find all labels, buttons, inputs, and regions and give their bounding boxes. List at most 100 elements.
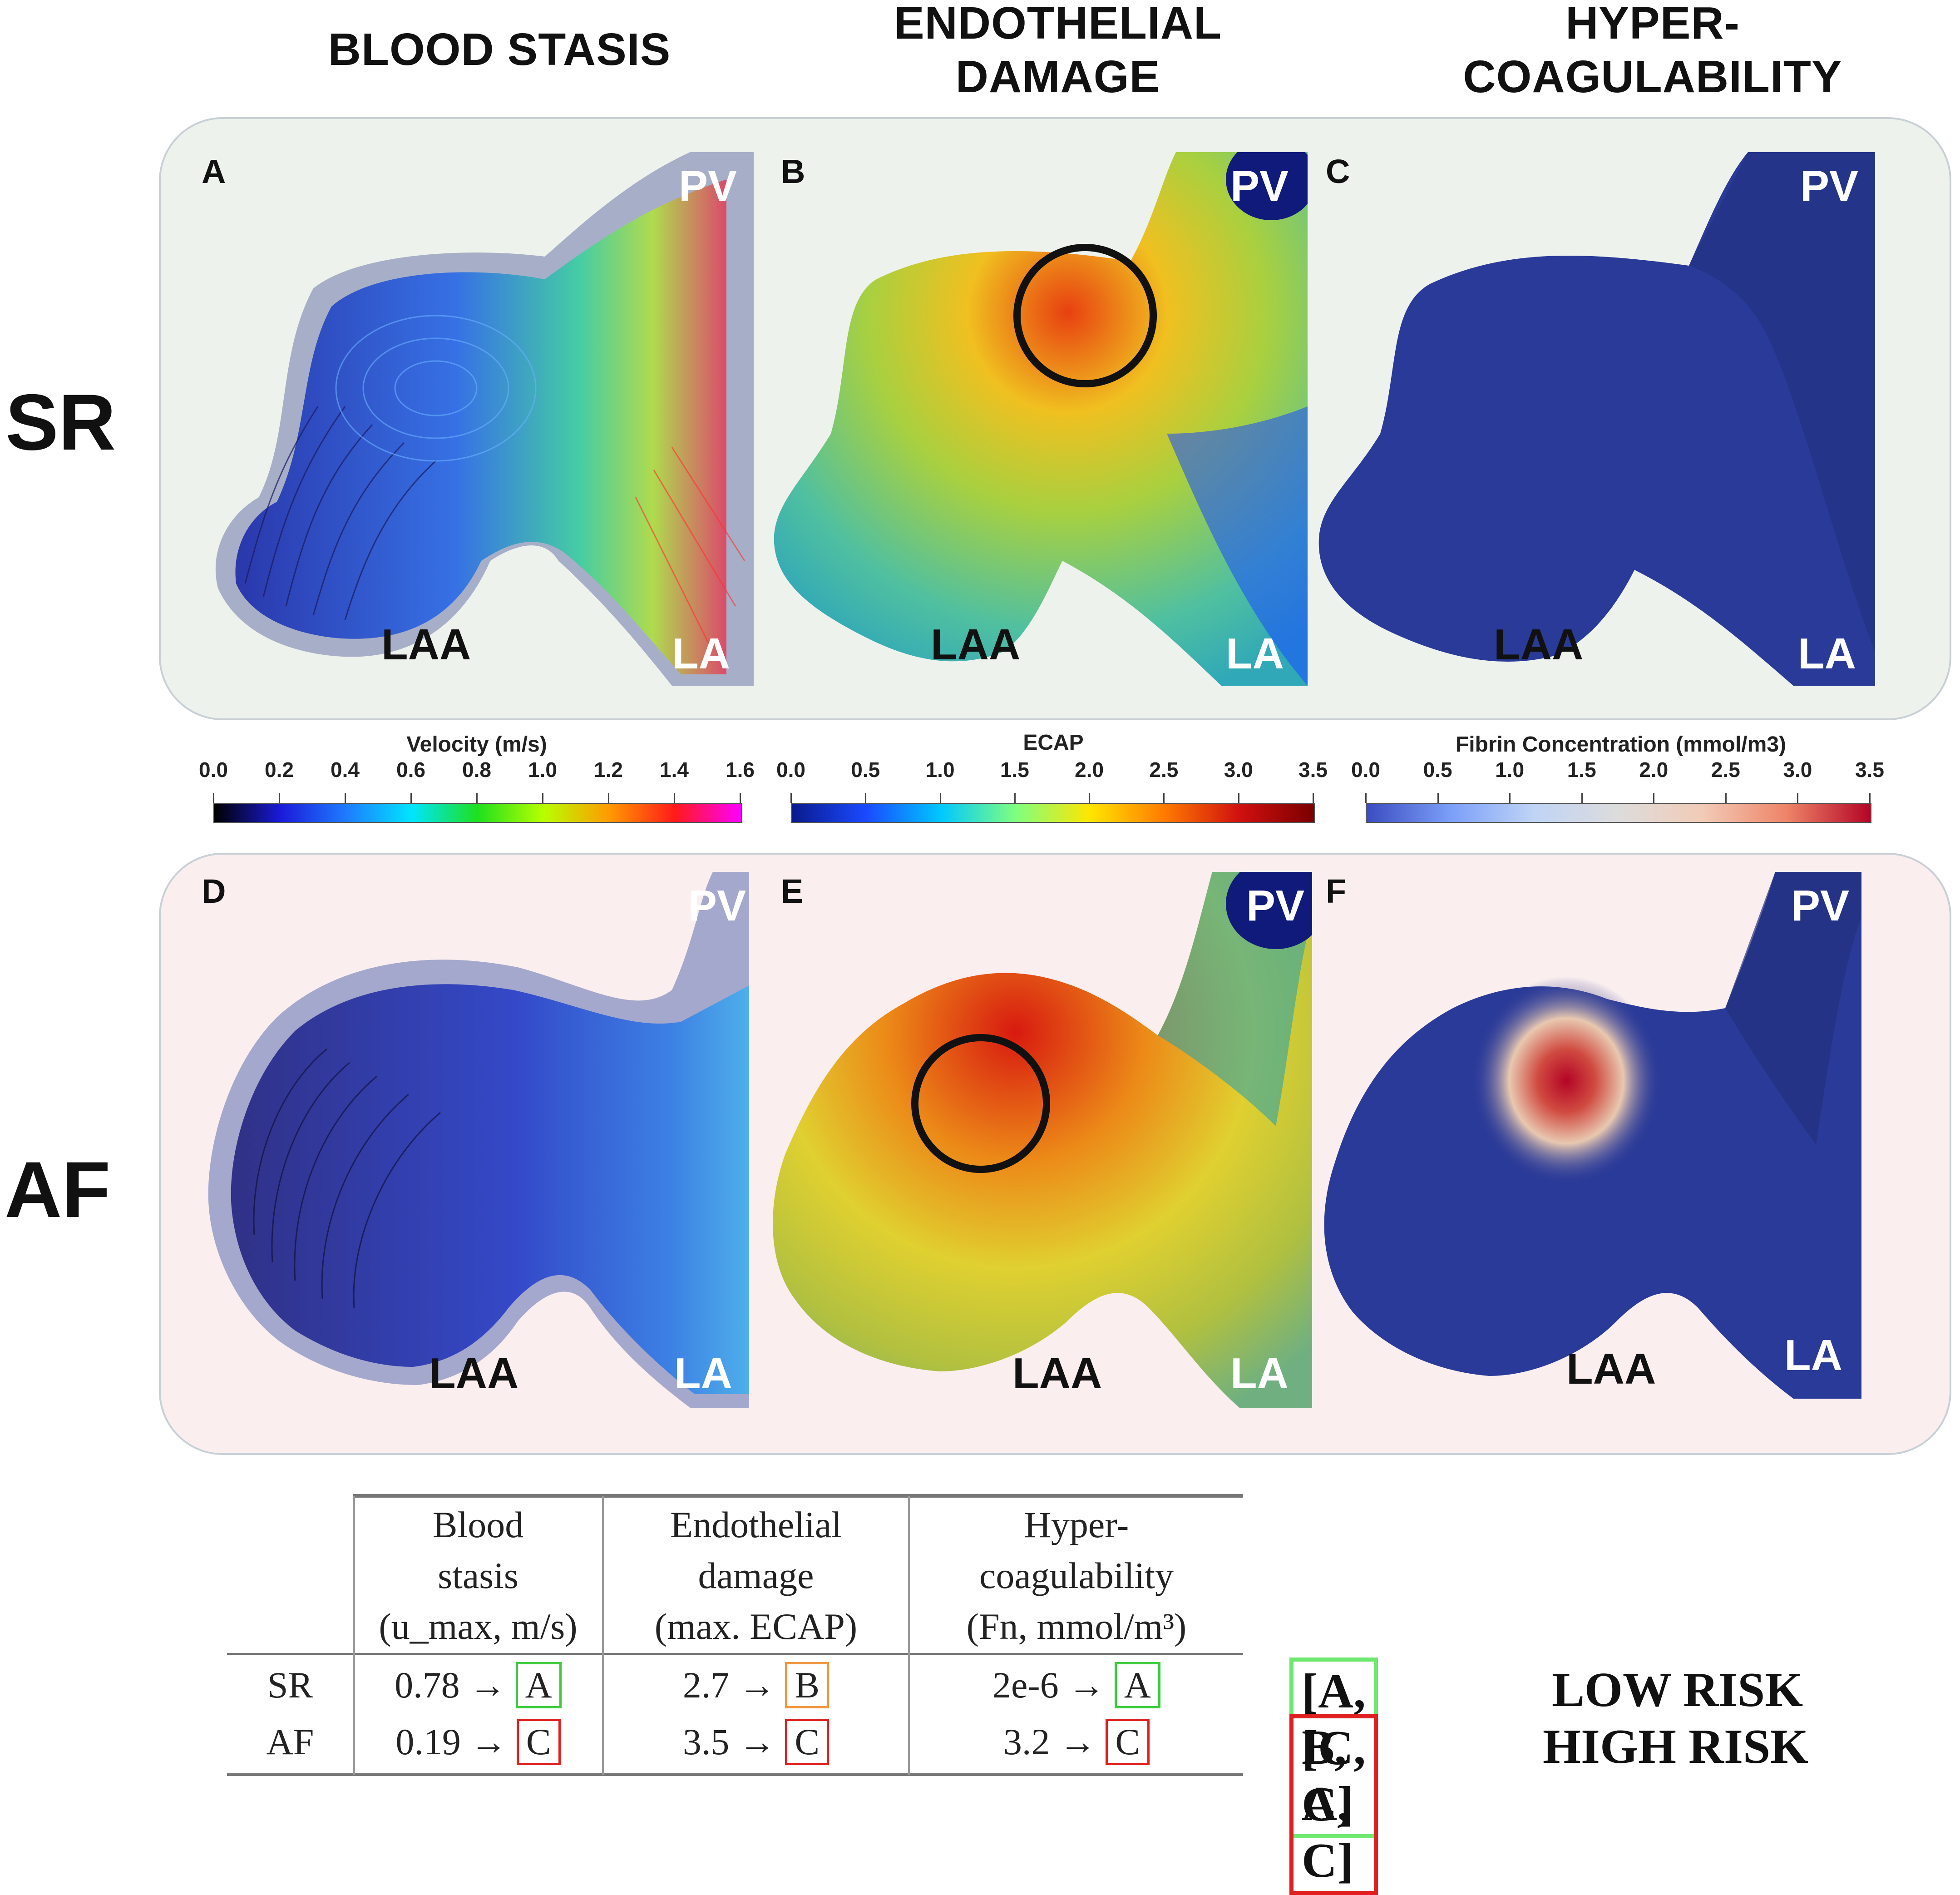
row-header-af: AF	[5, 1146, 111, 1234]
colorbar-tick-mark	[608, 793, 609, 803]
colorbar-tick-mark	[1365, 793, 1367, 803]
panel-b-sr-ecap: B PV LAA LA	[767, 152, 1308, 686]
panel-a-pv-label: PV	[679, 162, 737, 210]
panel-f-af-fibrin: F PV LAA LA	[1317, 872, 1871, 1408]
colorbar-tick-label: 0.6	[396, 758, 425, 782]
colorbar-tick-label: 0.8	[462, 758, 491, 782]
panel-b-pv-label: PV	[1230, 162, 1289, 210]
colorbar-tick-label: 0.2	[265, 758, 294, 782]
colorbar-tick-label: 1.4	[660, 758, 689, 782]
colorbar-tick-label: 3.0	[1783, 758, 1812, 782]
summary-code-high: [C, C, C]	[1289, 1714, 1378, 1895]
panel-e-letter: E	[781, 872, 804, 910]
grade-badge: C	[1106, 1719, 1150, 1765]
risk-table: Blood stasis (u_max, m/s) Endothelial damag…	[227, 1489, 1249, 1780]
panel-f-figure	[1324, 872, 1861, 1399]
colorbar-tick-mark	[345, 793, 346, 803]
colorbar-velocity-bar	[213, 803, 742, 823]
colorbar-tick-mark	[790, 793, 792, 803]
colorbar-tick-mark	[1089, 793, 1091, 803]
table-row-af-endothelial: 3.5 → C	[604, 1717, 908, 1767]
colorbar-tick-label: 1.0	[1495, 758, 1525, 782]
colorbar-tick-label: 0.4	[331, 758, 360, 782]
colorbar-tick-label: 2.0	[1639, 758, 1669, 782]
colorbar-tick-label: 3.5	[1298, 758, 1328, 782]
table-row-af-blood-stasis: 0.19 → C	[354, 1717, 602, 1767]
table-vline-1	[353, 1496, 355, 1775]
colorbar-tick-label: 1.2	[594, 758, 623, 782]
colorbar-tick-label: 0.5	[851, 758, 880, 782]
grade-badge: A	[1114, 1662, 1160, 1708]
colorbar-velocity-title: Velocity (m/s)	[406, 732, 547, 757]
colorbar-tick-mark	[410, 793, 412, 803]
grade-badge: C	[516, 1719, 561, 1765]
panel-d-figure	[208, 872, 749, 1408]
panel-f-pv-label: PV	[1791, 881, 1850, 930]
colorbar-tick-label: 3.0	[1224, 758, 1253, 782]
colorbar-tick-mark	[542, 793, 543, 803]
colorbar-tick-label: 0.0	[776, 758, 805, 782]
panel-d-pv-label: PV	[688, 881, 746, 930]
colorbar-tick-mark	[1797, 793, 1799, 803]
table-row-sr-coagulability: 2e-6 → A	[910, 1660, 1243, 1711]
panel-c-figure	[1318, 152, 1875, 686]
colorbar-tick-mark	[674, 793, 675, 803]
panel-d-la-label: LA	[674, 1349, 732, 1398]
table-header-hyper-coagulability: Hyper-coagulability (Fn, mmol/m³)	[966, 1504, 1187, 1647]
table-row-sr-blood-stasis: 0.78 → A	[354, 1660, 602, 1711]
colorbar-tick-mark	[1653, 793, 1655, 803]
panel-c-sr-fibrin: C PV LAA LA	[1317, 152, 1875, 686]
colorbar-tick-label: 1.6	[726, 758, 755, 782]
table-row-sr-label: SR	[267, 1664, 313, 1706]
colorbar-tick-label: 0.0	[199, 758, 228, 782]
table-top-rule	[353, 1494, 1243, 1498]
colorbar-tick-label: 0.5	[1423, 758, 1452, 782]
panel-f-letter: F	[1326, 872, 1347, 910]
panel-b-figure	[774, 152, 1308, 686]
panel-a-letter: A	[202, 153, 226, 190]
colorbar-tick-mark	[1313, 793, 1314, 803]
colorbar-tick-mark	[476, 793, 478, 803]
grade-badge: C	[785, 1719, 829, 1765]
panel-b-la-label: LA	[1226, 629, 1284, 678]
colorbar-tick-mark	[1725, 793, 1727, 803]
colorbar-tick-mark	[213, 793, 214, 803]
colorbar-tick-mark	[740, 793, 741, 803]
colorbar-tick-label: 2.5	[1149, 758, 1179, 782]
colorbar-fibrin-bar	[1366, 803, 1871, 823]
table-bottom-rule	[227, 1773, 1243, 1776]
summary-risk-high: HIGH RISK	[1543, 1720, 1809, 1774]
colorbar-tick-label: 2.0	[1075, 758, 1104, 782]
panel-c-la-label: LA	[1798, 629, 1856, 678]
table-vline-3	[908, 1496, 910, 1775]
panel-c-pv-label: PV	[1800, 162, 1859, 210]
colorbar-tick-label: 0.0	[1351, 758, 1380, 782]
grade-badge: B	[785, 1662, 829, 1708]
panel-d-laa-label: LAA	[429, 1349, 519, 1398]
panel-e-figure	[773, 872, 1312, 1408]
table-row-af-label: AF	[266, 1721, 314, 1762]
table-vline-2	[602, 1496, 604, 1775]
colorbar-tick-mark	[1014, 793, 1016, 803]
panel-a-la-label: LA	[672, 629, 730, 678]
panel-d-af-velocity: D PV LAA LA	[200, 872, 749, 1408]
summary-risk-low: LOW RISK	[1552, 1663, 1803, 1717]
panel-e-pv-label: PV	[1246, 881, 1305, 930]
colorbar-tick-mark	[1581, 793, 1583, 803]
colorbar-tick-mark	[1869, 793, 1871, 803]
table-row-sr-endothelial: 2.7 → B	[604, 1660, 908, 1711]
panel-e-af-ecap: E PV LAA LA	[767, 872, 1312, 1408]
colorbar-fibrin-title: Fibrin Concentration (mmol/m3)	[1455, 732, 1786, 757]
colorbar-tick-label: 1.5	[1000, 758, 1029, 782]
panel-d-letter: D	[202, 872, 226, 910]
column-header-blood-stasis: BLOOD STASIS	[328, 24, 671, 75]
colorbar-tick-mark	[939, 793, 941, 803]
column-header-endothelial-damage: ENDOTHELIAL DAMAGE	[894, 0, 1222, 102]
panel-f-laa-label: LAA	[1566, 1345, 1656, 1393]
column-header-hyper-coagulability: HYPER- COAGULABILITY	[1463, 0, 1842, 102]
colorbar-tick-label: 3.5	[1855, 758, 1884, 782]
colorbar-tick-mark	[1163, 793, 1165, 803]
table-row-af-coagulability: 3.2 → C	[910, 1717, 1243, 1767]
colorbar-ecap-title: ECAP	[1023, 731, 1084, 755]
colorbar-tick-mark	[865, 793, 867, 803]
